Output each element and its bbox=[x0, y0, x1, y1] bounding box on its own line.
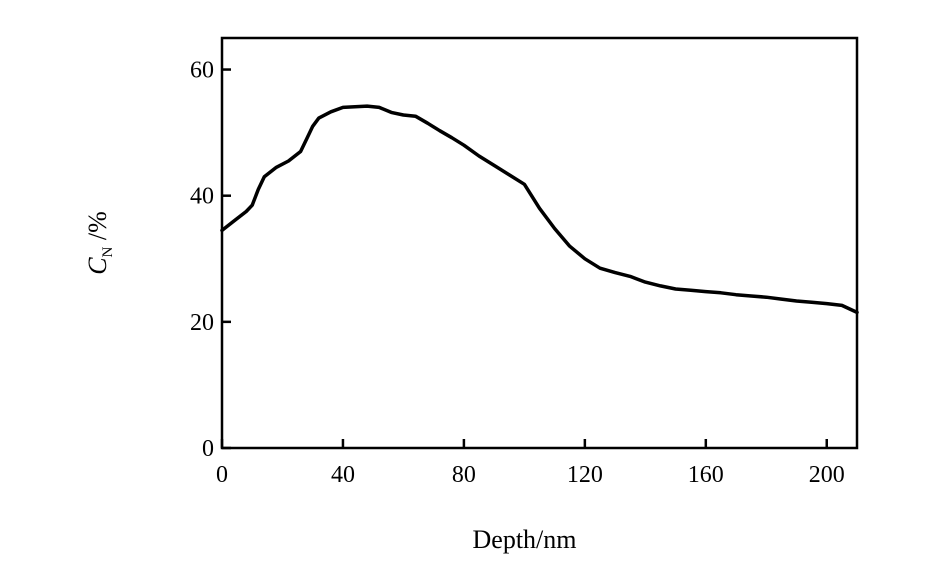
y-tick-label: 60 bbox=[190, 58, 214, 84]
x-tick-label: 80 bbox=[452, 462, 476, 488]
x-tick-label: 160 bbox=[688, 462, 724, 488]
y-tick-label: 0 bbox=[202, 436, 214, 462]
x-axis-title: Depth/nm bbox=[473, 525, 577, 554]
x-tick-label: 120 bbox=[567, 462, 603, 488]
series-line bbox=[220, 104, 859, 315]
x-tick-label: 0 bbox=[216, 462, 228, 488]
x-axis-ticks: 0 40 80 120 160 200 bbox=[216, 439, 845, 488]
x-tick-label: 40 bbox=[331, 462, 355, 488]
y-tick-label: 20 bbox=[190, 310, 214, 336]
y-axis-ticks: 0 20 40 60 bbox=[190, 58, 231, 462]
plot-frame bbox=[220, 36, 859, 450]
y-axis-title-subscript: N bbox=[100, 246, 116, 257]
y-axis-title-unit: /% bbox=[83, 211, 112, 246]
y-tick-label: 40 bbox=[190, 184, 214, 210]
y-axis-title: CN /% bbox=[83, 211, 116, 275]
x-tick-label: 200 bbox=[809, 462, 845, 488]
y-axis-title-main: C bbox=[83, 257, 112, 275]
